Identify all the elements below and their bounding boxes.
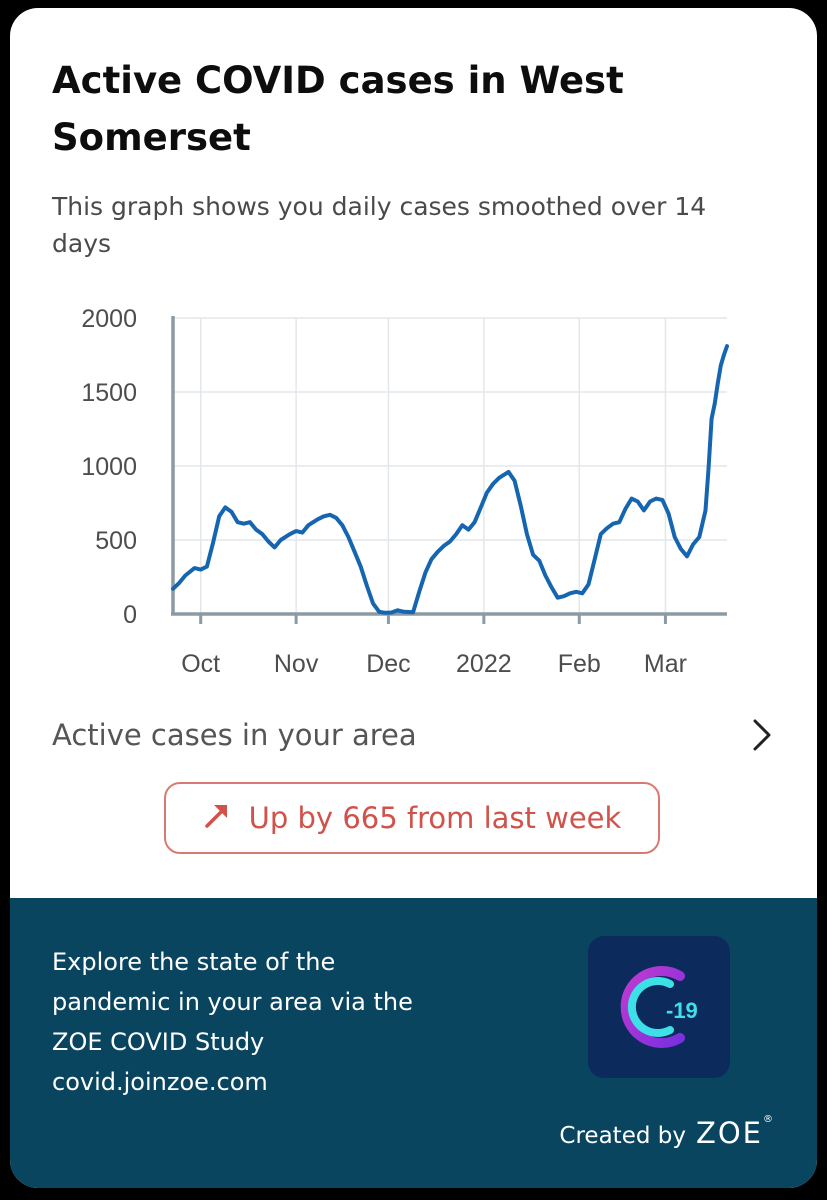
active-cases-row[interactable]: Active cases in your area [52, 710, 772, 760]
promo-footer: Explore the state of the pandemic in you… [10, 898, 817, 1188]
promo-text: Explore the state of the pandemic in you… [52, 942, 512, 1102]
x-tick-label: 2022 [456, 650, 512, 678]
promo-line: Explore the state of the [52, 948, 336, 976]
promo-link[interactable]: covid.joinzoe.com [52, 1068, 268, 1096]
x-tick-label: Dec [366, 650, 410, 678]
y-tick-label: 1500 [81, 379, 137, 407]
series-line [171, 344, 729, 615]
arrow-up-right-icon [203, 802, 231, 834]
x-tick-label: Nov [274, 650, 319, 678]
created-by-label: Created by [559, 1123, 686, 1149]
y-tick-label: 2000 [81, 305, 137, 333]
chevron-right-icon[interactable] [752, 718, 772, 752]
promo-line: ZOE COVID Study [52, 1028, 265, 1056]
page-subtitle: This graph shows you daily cases smoothe… [52, 192, 707, 258]
report-card: Active COVID cases in West Somerset This… [10, 8, 817, 1188]
y-tick-label: 1000 [81, 453, 137, 481]
created-by: Created by ZOE® [559, 1114, 775, 1150]
x-tick-label: Oct [181, 650, 220, 678]
promo-line: pandemic in your area via the [52, 988, 413, 1016]
zoe-app-icon: -19 [588, 936, 730, 1078]
page-title: Active COVID cases in West Somerset [52, 59, 624, 159]
y-tick-label: 0 [123, 601, 137, 629]
weekly-change-text: Up by 665 from last week [248, 801, 622, 835]
zoe-logo-text: ZOE [695, 1116, 763, 1150]
zoe-logo: ZOE® [695, 1114, 775, 1150]
y-tick-label: 500 [95, 527, 137, 555]
weekly-change-badge: Up by 665 from last week [164, 782, 660, 854]
cases-line-chart: 0 500 1000 1500 2000 Oct Nov Dec 2022 Feb Mar [81, 305, 729, 678]
x-tick-label: Feb [558, 650, 601, 678]
x-tick-label: Mar [644, 650, 687, 678]
registered-mark: ® [763, 1114, 775, 1125]
active-cases-label: Active cases in your area [52, 718, 417, 752]
app-icon-label: -19 [666, 998, 698, 1023]
